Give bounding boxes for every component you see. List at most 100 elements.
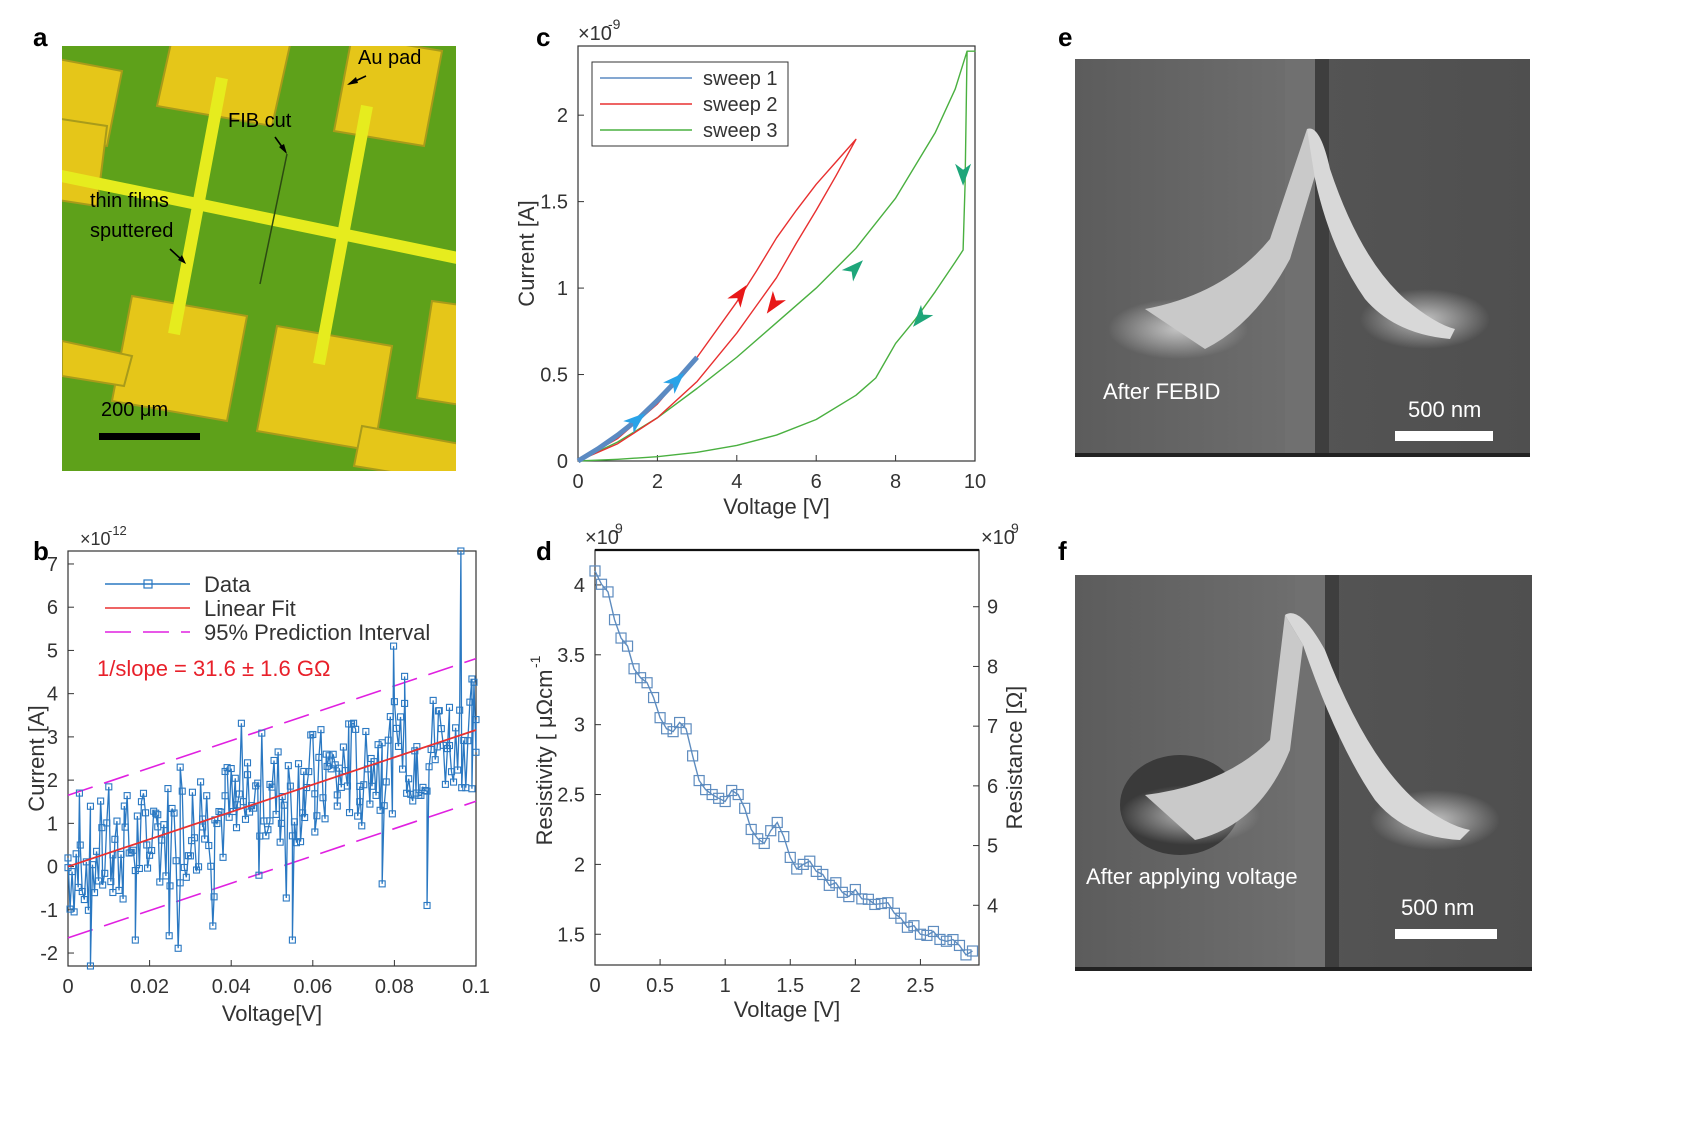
data-point bbox=[148, 846, 156, 855]
data-point bbox=[441, 780, 449, 788]
x-tick-label: 0.08 bbox=[375, 976, 414, 998]
data-point bbox=[297, 838, 305, 846]
data-point bbox=[176, 763, 184, 771]
y-tick-label: 2.5 bbox=[557, 785, 585, 807]
data-point bbox=[468, 675, 476, 683]
data-point bbox=[739, 802, 751, 814]
y2-exponent: 9 bbox=[1011, 520, 1019, 536]
slope-annotation: 1/slope = 31.6 ± 1.6 GΩ bbox=[97, 656, 330, 681]
y-tick-label: 3 bbox=[574, 715, 585, 737]
data-point bbox=[849, 883, 861, 896]
x-tick-label: 0 bbox=[572, 471, 583, 493]
data-point bbox=[437, 725, 445, 733]
data-point bbox=[450, 778, 458, 786]
data-point bbox=[78, 888, 86, 896]
data-point bbox=[830, 877, 842, 889]
data-point bbox=[80, 896, 88, 904]
data-point bbox=[182, 873, 190, 881]
data-point bbox=[117, 850, 125, 858]
data-point bbox=[589, 565, 601, 577]
legend-label-3: sweep 3 bbox=[703, 120, 778, 142]
data-point bbox=[869, 898, 881, 911]
data-point bbox=[804, 855, 816, 867]
x-tick-label: 8 bbox=[890, 471, 901, 493]
data-point bbox=[719, 795, 731, 808]
data-point bbox=[262, 832, 270, 840]
data-point bbox=[457, 547, 465, 555]
y-multiplier: ×10 bbox=[578, 23, 612, 45]
data-point bbox=[401, 672, 409, 680]
data-point bbox=[150, 807, 158, 815]
sweep3-arrow-up bbox=[841, 260, 863, 282]
data-point bbox=[127, 848, 135, 856]
x-tick-label: 2 bbox=[850, 975, 861, 997]
y-tick-label: 0 bbox=[47, 857, 58, 879]
thin-films-label: thin films bbox=[90, 190, 169, 212]
data-point bbox=[472, 716, 480, 724]
y-tick-label: 2 bbox=[574, 854, 585, 876]
data-point bbox=[836, 886, 848, 898]
data-point bbox=[243, 759, 252, 767]
optical-micrograph: Au pad FIB cut thin films sputtered 200 … bbox=[62, 46, 456, 471]
data-point bbox=[174, 944, 182, 952]
data-point bbox=[888, 907, 900, 919]
data-point bbox=[105, 783, 113, 791]
prediction-interval-upper bbox=[67, 657, 477, 797]
data-point bbox=[350, 719, 358, 727]
data-point bbox=[201, 835, 209, 843]
data-point bbox=[131, 867, 139, 875]
data-point bbox=[341, 767, 349, 775]
data-point bbox=[209, 922, 217, 930]
data-point bbox=[227, 765, 235, 773]
y-tick-label: 1 bbox=[557, 278, 568, 300]
data-point bbox=[417, 791, 425, 799]
data-point bbox=[435, 707, 443, 715]
data-point bbox=[264, 826, 272, 834]
data-point bbox=[726, 784, 738, 797]
data-point bbox=[421, 787, 429, 795]
plot-frame bbox=[577, 45, 976, 462]
data-point bbox=[660, 723, 673, 735]
data-point bbox=[407, 790, 415, 798]
data-point bbox=[412, 789, 420, 797]
y-tick-label: -2 bbox=[40, 943, 58, 965]
legend-fit-label: Linear Fit bbox=[204, 596, 296, 621]
data-point bbox=[313, 812, 321, 820]
x-tick-label: 0.02 bbox=[130, 976, 169, 998]
x-tick-label: 0 bbox=[589, 975, 600, 997]
y-tick-label: 2 bbox=[557, 105, 568, 127]
data-point bbox=[217, 808, 225, 816]
data-point bbox=[429, 696, 437, 704]
data-point bbox=[192, 866, 201, 874]
y-tick-label: -1 bbox=[40, 900, 58, 922]
data-point bbox=[203, 792, 211, 800]
data-point bbox=[272, 810, 280, 818]
data-point bbox=[288, 936, 296, 944]
x-tick-label: 6 bbox=[811, 471, 822, 493]
data-point bbox=[615, 632, 627, 644]
sputtered-label: sputtered bbox=[90, 220, 173, 242]
y-tick-label: 3 bbox=[47, 727, 58, 749]
data-point bbox=[74, 883, 82, 891]
data-point bbox=[791, 863, 803, 875]
data-point bbox=[280, 801, 288, 809]
data-point bbox=[211, 816, 219, 824]
data-point bbox=[372, 791, 380, 799]
data-point bbox=[953, 939, 966, 952]
data-point bbox=[75, 789, 83, 797]
data-point bbox=[121, 823, 129, 831]
data-point bbox=[401, 699, 409, 707]
data-point bbox=[370, 758, 378, 766]
data-point bbox=[647, 691, 660, 704]
data-point bbox=[166, 882, 174, 890]
data-point bbox=[301, 813, 309, 822]
data-point bbox=[843, 891, 855, 903]
data-point bbox=[745, 823, 757, 836]
panel-label-e: e bbox=[1058, 22, 1073, 52]
sweep3-arrow-return bbox=[912, 304, 934, 327]
data-point bbox=[460, 736, 468, 745]
data-point bbox=[356, 798, 364, 806]
legend-label-2: sweep 2 bbox=[703, 94, 778, 116]
data-point bbox=[219, 853, 227, 861]
arrow-head bbox=[279, 144, 287, 154]
